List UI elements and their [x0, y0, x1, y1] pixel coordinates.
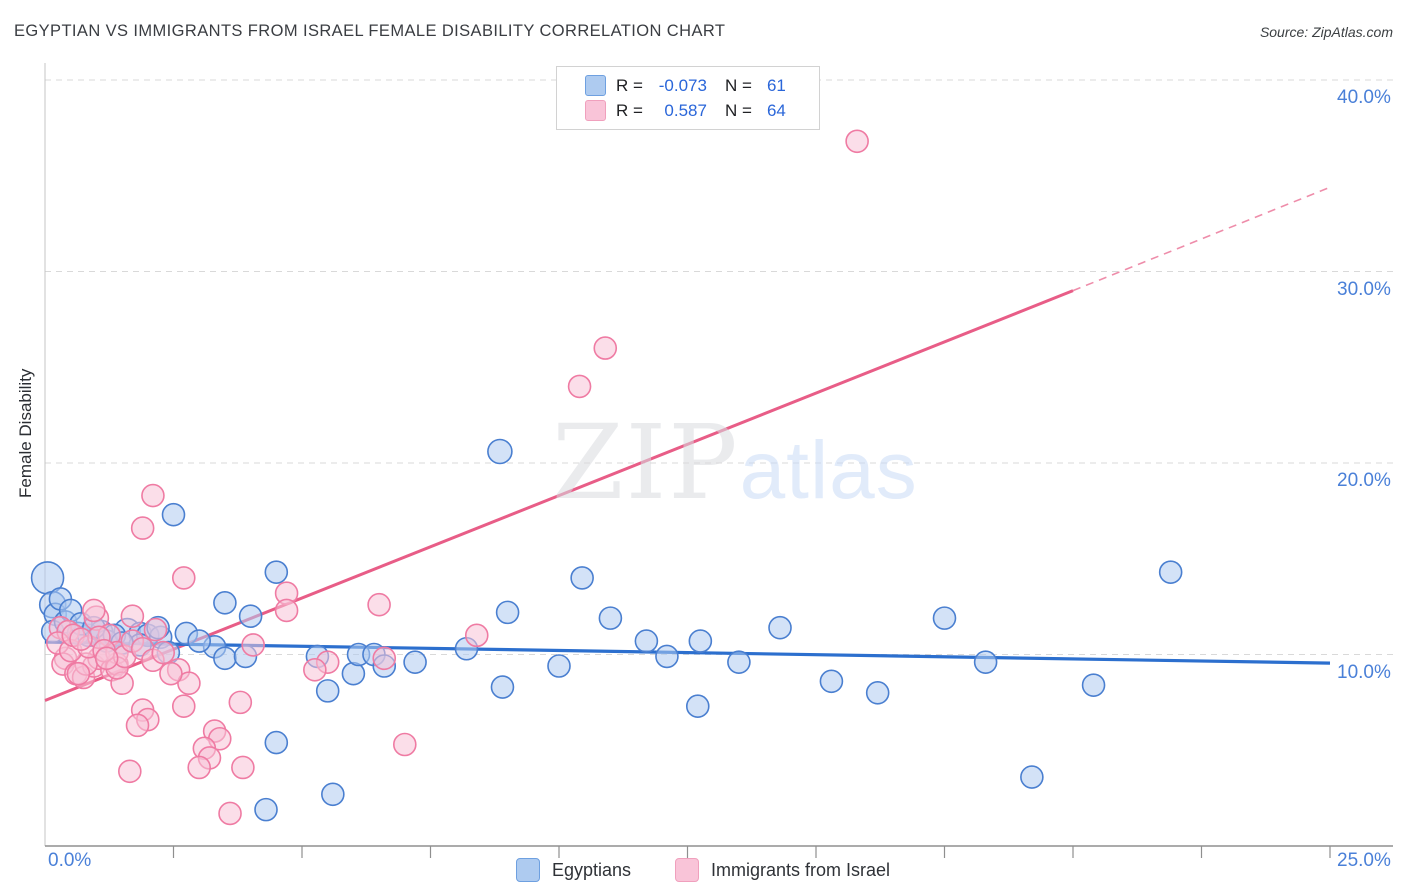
israel-point: [82, 598, 106, 623]
y-axis-tick-label: 30.0%: [1337, 278, 1391, 300]
r-label: R =: [616, 75, 643, 95]
x-axis-max-label: 25.0%: [1337, 850, 1391, 871]
israel-point: [218, 801, 242, 826]
israel-point: [593, 336, 618, 360]
r-label: R =: [616, 100, 643, 120]
egyptians-legend-swatch-icon: [515, 858, 540, 882]
israel-point: [125, 713, 150, 738]
israel-point: [177, 671, 201, 696]
egyptians-point: [655, 644, 679, 669]
x-axis-min-label: 0.0%: [48, 850, 92, 871]
legend-row-israel: R = 0.587 N = 64: [567, 100, 809, 121]
israel-point: [120, 604, 145, 629]
egyptians-point: [187, 629, 211, 653]
israel-point: [274, 598, 299, 623]
y-axis-tick-label: 20.0%: [1337, 470, 1391, 491]
israel-point: [141, 483, 165, 508]
israel-point: [228, 690, 253, 715]
israel-point: [159, 661, 183, 686]
egyptians-point: [490, 675, 515, 699]
egyptians-point: [768, 615, 792, 640]
chart-header: EGYPTIAN VS IMMIGRANTS FROM ISRAEL FEMAL…: [0, 0, 1406, 52]
egyptians-point: [403, 650, 427, 674]
egyptians-point: [727, 650, 751, 674]
egyptians-point: [264, 560, 289, 584]
egyptians-point: [634, 629, 659, 653]
egyptians-point: [238, 604, 263, 629]
egyptians-point: [819, 669, 844, 694]
israel-point: [231, 755, 255, 780]
n-value: 64: [766, 100, 786, 120]
y-axis-tick-label: 40.0%: [1337, 87, 1391, 108]
egyptians-point: [688, 629, 713, 653]
egyptians-point: [495, 600, 520, 625]
egyptians-point: [1158, 560, 1183, 584]
series-legend: Egyptians Immigrants from Israel: [0, 848, 1406, 892]
israel-point: [392, 732, 417, 757]
israel-point: [241, 633, 265, 657]
egyptians-point: [1020, 765, 1044, 789]
egyptians-point: [264, 730, 289, 755]
egyptians-point: [1081, 673, 1106, 697]
egyptians-point: [315, 679, 340, 703]
egyptians-point: [213, 590, 237, 615]
israel-point: [69, 627, 93, 651]
legend-row-egyptians: R = -0.073 N = 61: [567, 75, 809, 96]
israel-point: [464, 623, 489, 648]
israel-point: [151, 640, 176, 665]
correlation-legend-box: R = -0.073 N = 61 R = 0.587 N = 64: [556, 66, 820, 130]
source-credit: Source: ZipAtlas.com: [1259, 24, 1393, 40]
egyptians-point: [213, 646, 237, 671]
israel-point: [171, 694, 196, 719]
egyptians-swatch-icon: [585, 75, 606, 96]
r-value: 0.587: [664, 100, 707, 120]
r-value: -0.073: [658, 75, 707, 95]
page-title: EGYPTIAN VS IMMIGRANTS FROM ISRAEL FEMAL…: [14, 22, 726, 40]
egyptians-point: [487, 438, 513, 465]
egyptians-point: [598, 606, 623, 630]
israel-point: [303, 658, 327, 682]
egyptians-point: [547, 654, 571, 678]
israel-legend-swatch-icon: [675, 858, 699, 882]
n-label: N =: [724, 75, 752, 95]
n-label: N =: [724, 100, 752, 120]
y-axis-title: Female Disability: [16, 368, 35, 498]
israel-point: [66, 661, 91, 686]
egyptians-point: [161, 502, 186, 527]
egyptians-point: [865, 680, 890, 705]
israel-trend-dashed-extension: [1072, 186, 1331, 292]
egyptians-point: [973, 650, 998, 674]
egyptians-point: [570, 566, 594, 590]
egyptians-point: [932, 606, 957, 630]
israel-trend-line: [44, 289, 1074, 702]
legend-item-israel: Immigrants from Israel: [675, 858, 890, 882]
legend-item-label: Immigrants from Israel: [711, 859, 891, 880]
egyptians-point: [321, 782, 345, 807]
n-value: 61: [766, 75, 786, 95]
israel-point: [187, 755, 211, 780]
legend-item-label: Egyptians: [551, 859, 631, 880]
egyptians-point: [254, 797, 278, 822]
israel-point: [567, 374, 592, 399]
israel-point: [372, 646, 397, 671]
israel-point: [367, 592, 391, 617]
israel-swatch-icon: [585, 100, 606, 121]
israel-point: [94, 646, 119, 671]
y-axis-tick-label: 10.0%: [1337, 661, 1391, 683]
israel-point: [845, 129, 869, 154]
israel-point: [171, 566, 196, 590]
israel-point: [130, 516, 155, 540]
legend-item-egyptians: Egyptians: [515, 858, 631, 882]
israel-point: [118, 759, 142, 784]
israel-point: [143, 617, 168, 642]
egyptians-point: [685, 694, 710, 719]
